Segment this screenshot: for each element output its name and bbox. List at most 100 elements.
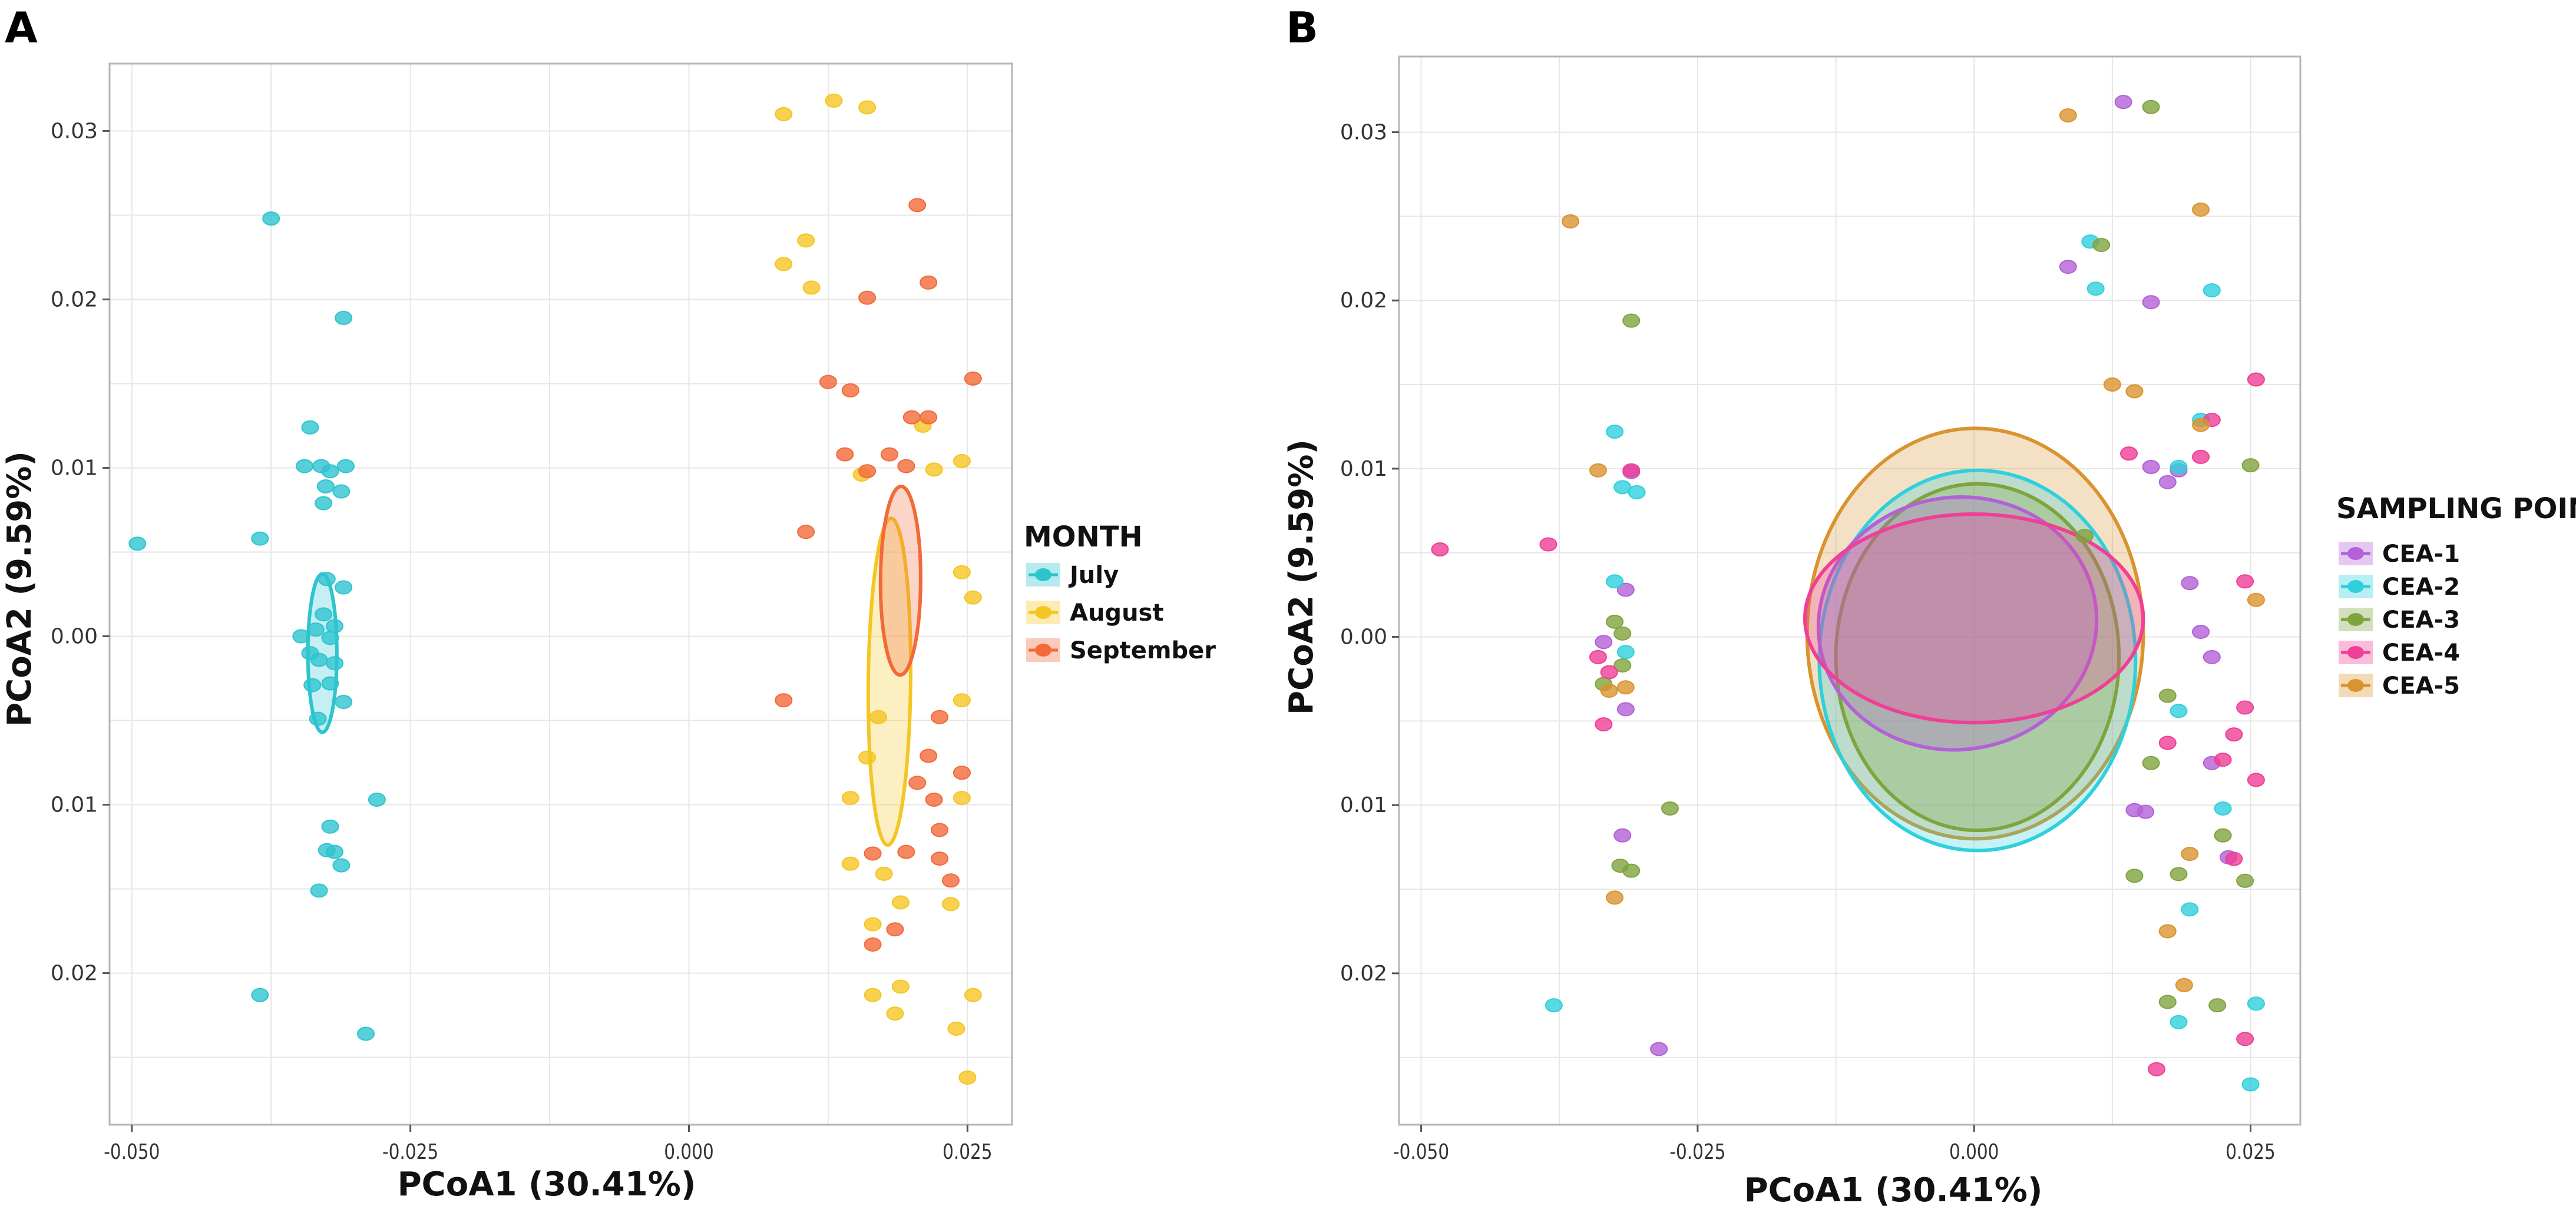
point-cea-3 [2092,237,2111,252]
ellipse-cea-1 [1816,495,2099,752]
point-september [897,459,915,473]
point-september [836,447,854,462]
point-july [326,619,344,634]
point-cea-2 [2170,1015,2188,1029]
x-tick-label: 0.025 [2226,1139,2275,1164]
point-august [864,917,882,932]
point-cea-4 [2247,372,2265,387]
point-cea-4 [1539,537,1557,552]
point-cea-2 [2241,1077,2260,1092]
point-cea-5 [2158,924,2177,939]
y-tick-label: 0.02 [51,287,98,312]
point-cea-2 [2086,281,2105,296]
point-cea-1 [2114,95,2132,110]
y-tick-label: 0.02 [51,962,98,986]
legend-key-dot [2347,646,2364,659]
point-september [880,447,898,462]
point-august [953,565,971,579]
legend-label-cea-3: CEA-3 [2382,607,2460,634]
legend-key-dot [1035,644,1051,657]
point-august [869,710,888,724]
panel-b-points [1431,95,2265,1092]
point-july [321,676,339,691]
point-cea-3 [1613,658,1632,673]
point-cea-4 [1589,650,1607,664]
point-cea-4 [2192,449,2210,464]
point-september [864,937,882,952]
legend-key-dot [1035,568,1051,581]
legend-key-dot [1035,606,1051,619]
point-cea-3 [1613,626,1632,641]
point-july [368,792,386,807]
point-september [920,748,938,763]
point-cea-4 [2225,727,2243,742]
panel-a-grid [110,64,1012,1125]
point-september [931,851,949,866]
point-august [953,693,971,708]
point-august [858,750,877,765]
point-september [931,823,949,837]
point-cea-3 [2158,688,2177,703]
point-august [864,988,882,1002]
point-august [941,897,960,912]
point-september [908,776,927,790]
panel-b-x-axis-title: PCoA1 (30.41%) [1744,1171,2043,1210]
point-cea-2 [2203,283,2221,298]
x-tick-label: 0.025 [943,1139,992,1164]
y-tick-label: 0.03 [1340,121,1387,145]
point-september [953,766,971,780]
point-july [336,459,355,473]
point-september [902,410,921,425]
legend-label-july: July [1068,562,1119,589]
point-cea-1 [1616,582,1635,597]
point-cea-5 [1589,463,1607,478]
point-cea-5 [2103,377,2121,392]
point-cea-3 [2170,867,2188,882]
point-cea-1 [1613,828,1632,843]
point-september [858,290,877,305]
point-july [321,819,339,834]
point-cea-3 [2208,998,2227,1013]
point-august [947,1021,965,1036]
y-tick-label: 0.00 [1340,625,1387,650]
point-august [953,791,971,806]
panel-b-legend: SAMPLING POINT CEA-1 CEA-2 CEA-3 CEA-4 CEA-5 [2336,492,2576,700]
legend-key-dot [2347,679,2364,692]
point-july [310,652,328,667]
point-september [920,410,938,425]
point-july [357,1026,375,1041]
legend-label-september: September [1070,637,1216,664]
point-cea-5 [1616,680,1635,695]
point-cea-2 [1628,485,1646,499]
y-tick-label: 0.01 [1340,793,1387,817]
point-september [819,375,837,389]
point-august [775,257,793,271]
point-july [332,484,350,499]
point-july [326,844,344,859]
point-cea-2 [1606,574,1624,589]
panel-b-y-axis-title: PCoA2 (9.59%) [1282,439,1321,715]
point-cea-5 [1561,214,1579,228]
point-august [964,988,982,1002]
point-september [931,710,949,724]
point-cea-5 [1600,683,1618,698]
y-tick-label: 0.02 [1340,962,1387,986]
point-august [891,895,910,910]
point-september [925,792,943,807]
point-cea-1 [2158,475,2177,489]
point-july [315,607,333,622]
point-september [908,198,927,213]
panel-b: B -0.050 -0.025 0.000 0.025 0.02 0.01 0.00 0.01… [1282,3,2576,1210]
y-tick-label: 0.00 [51,625,98,649]
point-cea-3 [2142,756,2160,770]
point-cea-4 [1600,665,1618,680]
point-september [897,844,915,859]
point-july [326,656,344,671]
panel-b-letter: B [1286,3,1318,52]
point-cea-4 [2147,1062,2165,1076]
point-cea-4 [1622,463,1641,478]
point-september [841,383,859,397]
legend-key-dot [2347,547,2364,560]
panel-a-legend-title: MONTH [1024,521,1143,554]
panel-a-points [128,93,982,1085]
